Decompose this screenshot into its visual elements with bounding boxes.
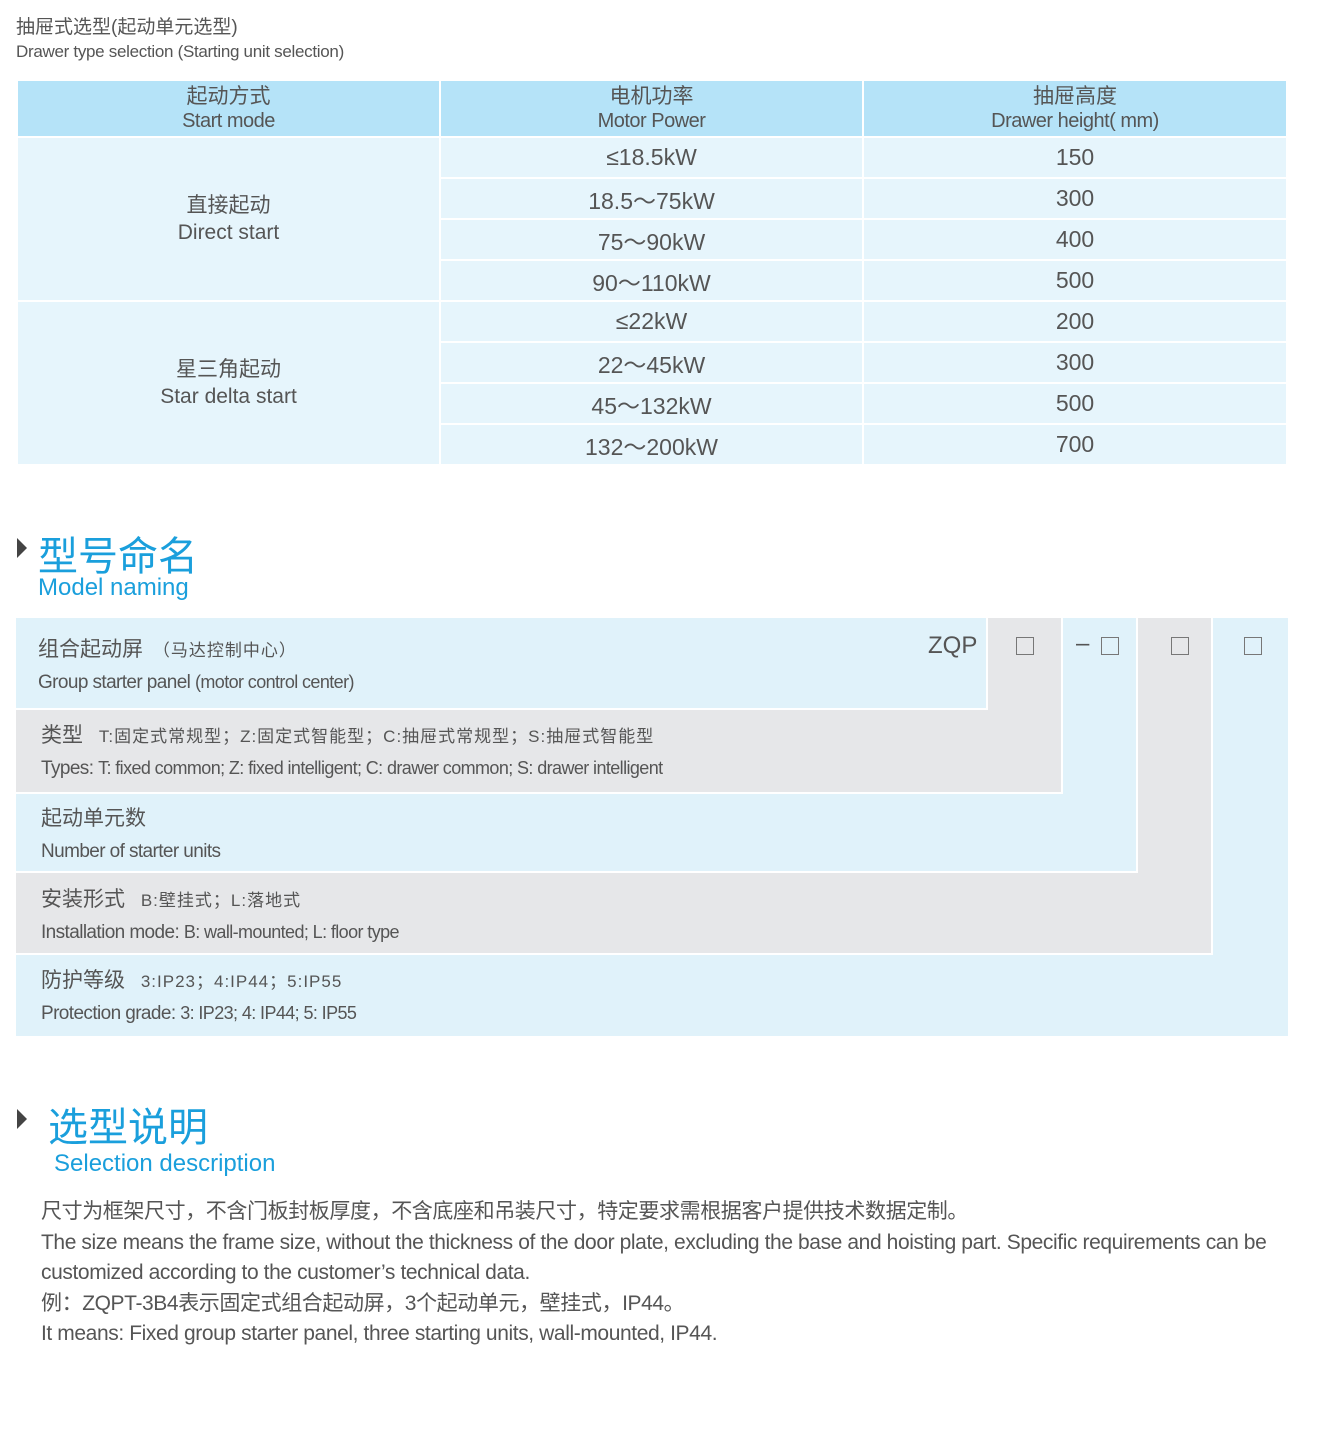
motor-power-cell: 18.5～75kW [439, 177, 864, 220]
motor-power-cell: 90～110kW [439, 259, 864, 302]
table-row: 45～132kW 500 [17, 382, 1288, 425]
table-row: 132～200kW 700 [17, 423, 1288, 466]
start-mode-cell: 星三角起动 Star delta start [16, 300, 441, 466]
naming-en: Protection grade: 3: IP23; 4: IP44; 5: I… [41, 998, 357, 1029]
triangle-bullet-icon [17, 1109, 27, 1129]
code-box-installation [1171, 637, 1189, 655]
caption-zh: 抽屉式选型(起动单元选型) [16, 17, 238, 38]
table-row: 75～90kW 400 [17, 218, 1288, 261]
naming-label-zh: 类型 [41, 724, 83, 747]
desc-line: 尺寸为框架尺寸，不含门板封板厚度，不含底座和吊装尺寸，特定要求需根据客户提供技术… [41, 1200, 968, 1223]
desc-line: The size means the frame size, without t… [41, 1230, 1267, 1254]
naming-zh: 类型 T:固定式常规型；Z:固定式智能型；C:抽屉式常规型；S:抽屉式智能型 [41, 720, 663, 753]
motor-power-cell: 75～90kW [439, 218, 864, 261]
header-en: Motor Power [597, 109, 706, 132]
mode-zh: 星三角起动 [176, 358, 281, 381]
motor-power-cell: 22～45kW [439, 341, 864, 384]
header-en: Drawer height( mm) [991, 109, 1159, 132]
naming-en: Installation mode: B: wall-mounted; L: f… [41, 917, 400, 948]
selection-subtitle: Selection description [54, 1150, 276, 1177]
naming-note-zh: （马达控制中心） [152, 641, 297, 660]
header-zh: 起动方式 [186, 84, 271, 108]
naming-zh: 安装形式 B:壁挂式；L:落地式 [41, 884, 399, 917]
header-drawer-height: 抽屉高度 Drawer height( mm) [862, 79, 1288, 138]
triangle-bullet-icon [17, 538, 27, 558]
desc-line: customized according to the customer’s t… [41, 1261, 530, 1284]
naming-row-text: 安装形式 B:壁挂式；L:落地式 Installation mode: B: w… [41, 884, 400, 948]
mode-en: Direct start [177, 221, 280, 244]
block-panel [16, 618, 988, 710]
header-motor-power: 电机功率 Motor Power [439, 79, 864, 138]
naming-en: Number of starter units [41, 836, 221, 867]
table-row: 22～45kW 300 [17, 341, 1288, 384]
code-prefix: ZQP [928, 632, 978, 659]
drawer-selection-table: 起动方式 Start mode 电机功率 Motor Power 抽屉高度 Drawe… [16, 79, 1288, 466]
table-row: 18.5～75kW 300 [17, 177, 1288, 220]
naming-zh: 组合起动屏 （马达控制中心） [38, 634, 354, 667]
naming-note-zh: B:壁挂式；L:落地式 [140, 891, 302, 910]
naming-note-en: T: fixed common; Z: fixed intelligent; C… [98, 758, 663, 778]
naming-note-en: 3: IP23; 4: IP44; 5: IP55 [180, 1003, 357, 1023]
drawer-height-cell: 300 [862, 341, 1288, 384]
naming-label-en: Group starter panel [38, 672, 191, 693]
naming-note-en: (motor control center) [195, 672, 354, 692]
naming-label-en: Number of starter units [41, 841, 221, 862]
caption-en: Drawer type selection (Starting unit sel… [16, 42, 344, 61]
drawer-height-cell: 400 [862, 218, 1288, 261]
naming-zh: 起动单元数 [41, 803, 220, 836]
model-naming-title: 型号命名 [38, 535, 198, 579]
naming-row-text: 防护等级 3:IP23；4:IP44；5:IP55 Protection gra… [41, 965, 357, 1029]
naming-zh: 防护等级 3:IP23；4:IP44；5:IP55 [41, 965, 356, 998]
desc-line: It means: Fixed group starter panel, thr… [41, 1322, 718, 1345]
drawer-height-cell: 200 [862, 300, 1288, 343]
naming-row-text: 组合起动屏 （马达控制中心） Group starter panel (moto… [38, 634, 354, 698]
code-box-type [1016, 637, 1034, 655]
selection-description: 尺寸为框架尺寸，不含门板封板厚度，不含底座和吊装尺寸，特定要求需根据客户提供技术… [41, 1197, 1311, 1350]
naming-note-zh: 3:IP23；4:IP44；5:IP55 [140, 972, 343, 991]
drawer-height-cell: 150 [862, 136, 1288, 179]
drawer-height-cell: 700 [862, 423, 1288, 466]
drawer-height-cell: 500 [862, 382, 1288, 425]
header-start-mode: 起动方式 Start mode [16, 79, 441, 138]
model-naming-subtitle: Model naming [38, 574, 189, 601]
selection-title: 选型说明 [48, 1106, 208, 1150]
table-row: 星三角起动 Star delta start ≤22kW 200 [16, 300, 1288, 466]
naming-note-en: B: wall-mounted; L: floor type [183, 922, 400, 942]
code-box-units [1101, 637, 1119, 655]
motor-power-cell: ≤22kW [439, 300, 864, 343]
code-dash: – [1076, 630, 1090, 657]
naming-label-en: Types: [41, 758, 94, 779]
mode-zh: 直接起动 [186, 194, 271, 217]
desc-line: 例：ZQPT-3B4表示固定式组合起动屏，3个起动单元，壁挂式，IP44。 [41, 1291, 685, 1315]
header-zh: 抽屉高度 [1033, 84, 1117, 108]
motor-power-cell: ≤18.5kW [439, 136, 864, 179]
header-en: Start mode [182, 109, 275, 132]
table-header-row: 起动方式 Start mode 电机功率 Motor Power 抽屉高度 Drawe… [16, 79, 1288, 138]
header-zh: 电机功率 [609, 84, 694, 108]
naming-en: Types: T: fixed common; Z: fixed intelli… [41, 753, 663, 784]
drawer-height-cell: 300 [862, 177, 1288, 220]
naming-label-zh: 安装形式 [41, 888, 125, 911]
code-box-protection [1244, 637, 1262, 655]
naming-label-zh: 组合起动屏 [38, 638, 143, 661]
naming-label-zh: 防护等级 [41, 969, 125, 992]
naming-en: Group starter panel (motor control cente… [38, 667, 354, 698]
naming-label-zh: 起动单元数 [41, 807, 146, 830]
naming-label-en: Installation mode: [41, 922, 180, 943]
table-row: 90～110kW 500 [17, 259, 1288, 302]
naming-note-zh: T:固定式常规型；Z:固定式智能型；C:抽屉式常规型；S:抽屉式智能型 [98, 727, 655, 746]
drawer-height-cell: 500 [862, 259, 1288, 302]
naming-row-text: 类型 T:固定式常规型；Z:固定式智能型；C:抽屉式常规型；S:抽屉式智能型 T… [41, 720, 663, 784]
motor-power-cell: 45～132kW [439, 382, 864, 425]
naming-label-en: Protection grade: [41, 1003, 176, 1024]
mode-en: Star delta start [160, 385, 297, 408]
motor-power-cell: 132～200kW [439, 423, 864, 466]
naming-row-text: 起动单元数 Number of starter units [41, 803, 221, 867]
start-mode-cell: 直接起动 Direct start [16, 136, 441, 302]
table-row: 直接起动 Direct start ≤18.5kW 150 [16, 136, 1288, 302]
